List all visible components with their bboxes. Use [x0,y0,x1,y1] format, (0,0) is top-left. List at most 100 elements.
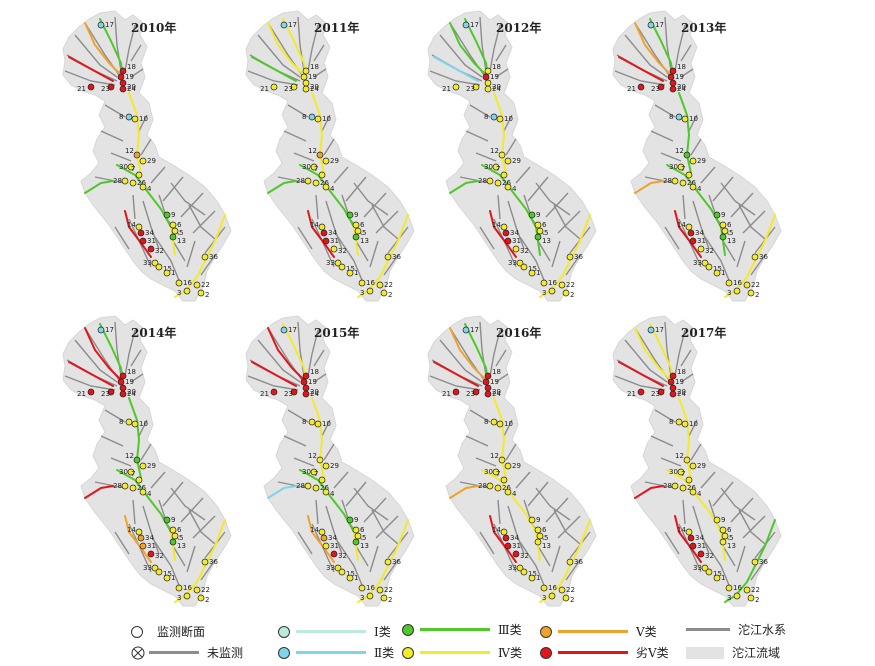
class-II-circle-icon [278,646,290,659]
station-s6 [534,526,542,534]
river-tributary [742,210,766,234]
river-tributary [74,339,118,383]
station-s19 [667,73,675,81]
station-label-s22: 22 [201,281,210,289]
station-label-s4: 4 [330,490,335,498]
river-tributary [664,531,680,555]
station-label-s13: 13 [360,542,369,550]
station-label-s34: 34 [145,229,154,237]
river-tributary [188,509,216,545]
reach-north [449,327,487,381]
river-tributary [650,130,674,142]
river-tributary [100,435,124,447]
river-tributary [277,176,309,184]
station-label-s20: 20 [127,388,136,396]
station-label-s36: 36 [574,253,583,261]
station-s29 [689,462,697,470]
river-tributary [287,104,309,118]
station-label-s23: 23 [101,85,110,93]
river-tributary [307,329,319,377]
station-s26 [312,484,320,492]
station-label-s18: 18 [492,368,501,376]
station-s30 [492,163,500,171]
station-label-s18: 18 [127,63,136,71]
station-s9 [528,211,536,219]
station-s23 [107,388,115,396]
station-s36 [201,253,209,261]
station-label-s34: 34 [510,229,519,237]
station-s13 [719,233,727,241]
station-s15 [520,263,528,271]
river-tributary [690,138,702,156]
river-tributary [505,443,517,461]
station-s10 [314,420,322,428]
station-label-s13: 13 [360,237,369,245]
river-tributary [688,114,698,132]
reach-west [618,361,664,387]
station-label-s5: 5 [544,229,548,237]
station-label-s24: 24 [492,390,501,398]
station-label-s26: 26 [137,484,146,492]
class-VI-circle-icon [540,646,552,659]
station-label-s32: 32 [705,552,714,560]
station-label-s8: 8 [119,113,123,121]
river-tributary [507,200,525,250]
river-tributary [475,457,497,467]
river-tributary [325,200,343,250]
river-tributary [495,349,507,367]
station-s29 [504,157,512,165]
river-tributary [660,152,682,162]
station-s18 [119,67,127,75]
station-s1 [163,574,171,582]
station-s29 [504,462,512,470]
station-s2 [747,594,755,602]
station-s23 [472,83,480,91]
station-s5 [536,227,544,235]
panel-year-title: 2016年 [496,325,541,340]
river-tributary [692,200,710,250]
station-label-s7: 7 [314,165,318,173]
station-s36 [384,253,392,261]
station-s7 [500,171,508,179]
station-s24 [484,85,492,93]
river-tributary [519,541,547,591]
station-s22 [743,586,751,594]
station-s22 [376,281,384,289]
station-label-s32: 32 [155,552,164,560]
reach-swbranch [489,210,517,258]
station-s21 [87,388,95,396]
river-tributary [172,545,186,567]
station-s28 [486,482,494,490]
legend-class-II: Ⅱ类 [278,644,394,661]
river-tributary [644,176,676,184]
station-label-s22: 22 [751,586,760,594]
station-s14 [685,223,693,231]
station-label-s1: 1 [171,269,175,277]
river-tributary [660,457,682,467]
river-tributary [712,481,734,507]
station-s21 [637,388,645,396]
station-s15 [520,568,528,576]
reach-wbranch [267,180,297,194]
reach-north [84,22,122,76]
river-tributary [104,104,126,118]
reach-lower [353,226,359,256]
station-s26 [494,179,502,187]
river-tributary [64,375,116,391]
station-s10 [496,420,504,428]
station-s34 [502,534,510,542]
station-s6 [719,221,727,229]
station-label-s23: 23 [466,85,475,93]
station-s23 [657,388,665,396]
station-s33 [151,259,159,267]
station-label-s28: 28 [478,482,487,490]
river-tributary [283,435,307,447]
river-tributary [497,194,501,220]
station-s26 [312,179,320,187]
station-label-s29: 29 [147,157,156,165]
reach-mid [311,92,325,174]
river-tributary [337,236,365,286]
station-s28 [671,177,679,185]
station-s5 [536,532,544,540]
station-s28 [121,482,129,490]
